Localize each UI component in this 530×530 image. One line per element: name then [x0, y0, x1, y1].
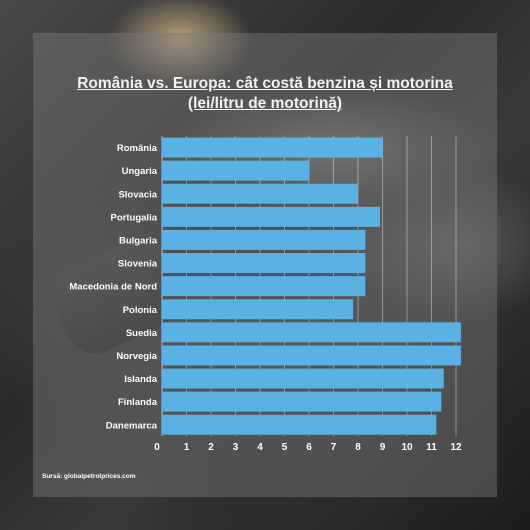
category-label: Danemarca [106, 420, 158, 431]
x-tick-label: 2 [208, 442, 214, 453]
bar [162, 137, 383, 158]
x-tick-label: 3 [233, 442, 239, 453]
x-tick-label: 12 [450, 442, 462, 453]
category-labels: România Ungaria Slovacia Portugalia Bulgaria… [69, 143, 157, 431]
x-axis-ticks: 0 1 2 3 4 5 6 7 8 9 10 11 12 [154, 442, 462, 453]
bar [162, 229, 366, 250]
chart-subtitle: (lei/litru de motorină) [187, 95, 343, 112]
bar [162, 391, 442, 412]
bar [162, 368, 444, 389]
source-note: Sursă: globalpetrolprices.com [42, 473, 136, 480]
category-label: Suedia [126, 328, 158, 339]
category-label: Slovacia [118, 189, 157, 200]
x-tick-label: 10 [401, 442, 413, 453]
bar [162, 414, 437, 435]
category-label: Islanda [124, 374, 157, 385]
bar [162, 276, 366, 297]
category-label: Polonia [123, 305, 158, 316]
chart-title: România vs. Europa: cât costă benzina și… [33, 74, 497, 114]
bars [162, 137, 461, 435]
x-tick-label: 6 [306, 442, 312, 453]
chart-title-line: România vs. Europa: cât costă benzina și… [77, 75, 453, 92]
x-tick-label: 0 [154, 442, 160, 453]
category-label: Finlanda [118, 397, 158, 408]
category-label: Portugalia [111, 212, 158, 223]
bar [162, 160, 309, 181]
bar [162, 322, 461, 343]
x-tick-label: 8 [355, 442, 361, 453]
x-tick-label: 11 [426, 442, 437, 453]
category-label: Macedonia de Nord [69, 282, 157, 293]
category-label: Norvegia [116, 351, 157, 362]
bar [162, 206, 381, 227]
bar [162, 345, 461, 366]
bar [162, 299, 354, 320]
category-label: Bulgaria [119, 235, 158, 246]
x-tick-label: 5 [282, 442, 288, 453]
x-tick-label: 9 [380, 442, 386, 453]
bar [162, 253, 366, 274]
category-label: România [117, 143, 158, 154]
category-label: Ungaria [122, 166, 158, 177]
category-label: Slovenia [118, 259, 158, 270]
x-tick-label: 7 [331, 442, 337, 453]
x-tick-label: 4 [257, 442, 263, 453]
bar [162, 183, 358, 204]
x-tick-label: 1 [184, 442, 190, 453]
